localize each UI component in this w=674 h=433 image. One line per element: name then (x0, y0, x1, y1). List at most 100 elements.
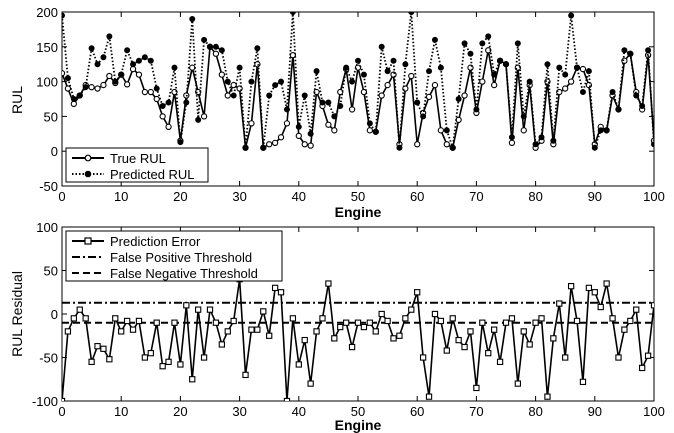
data-point (159, 363, 166, 370)
data-point (70, 100, 77, 108)
y-tick-label: 50 (44, 264, 58, 279)
y-tick-label: -50 (39, 351, 58, 366)
y-tick-label: 0 (51, 144, 58, 159)
data-point (526, 78, 533, 85)
data-point (621, 326, 628, 333)
residual-chart-legend: Prediction Error False Positive Threshol… (65, 230, 283, 282)
data-point (603, 280, 610, 287)
data-point (544, 61, 551, 68)
data-point (325, 99, 332, 106)
data-point (520, 113, 527, 120)
data-point (396, 332, 403, 339)
rul-chart-xlabel: Engine (335, 204, 382, 220)
data-point (271, 139, 279, 146)
data-point (384, 81, 391, 89)
data-point (402, 61, 409, 68)
data-point (224, 328, 231, 335)
x-tick-label: 90 (588, 189, 602, 204)
data-point (568, 12, 575, 19)
data-point (502, 61, 509, 68)
data-point (189, 15, 196, 22)
residual-chart-ticks: 0 10 20 30 40 50 60 70 80 90 100 -100 -50 0 50 100 (32, 220, 665, 419)
data-point (64, 85, 72, 92)
y-tick-label: 100 (36, 75, 58, 90)
data-point (88, 45, 95, 52)
data-point (325, 121, 332, 128)
data-point (331, 335, 338, 342)
data-point (118, 71, 125, 78)
data-point (384, 317, 391, 325)
data-point (496, 358, 504, 365)
data-point (307, 142, 314, 149)
data-point (508, 139, 516, 146)
x-tick-label: 20 (173, 189, 187, 204)
data-point (408, 12, 415, 15)
data-point (123, 81, 131, 88)
data-point (141, 88, 149, 96)
data-point (230, 317, 237, 325)
data-point (567, 78, 575, 85)
data-point (651, 141, 654, 148)
data-point (177, 361, 184, 368)
x-tick-label: 30 (232, 189, 246, 204)
data-point (366, 120, 373, 127)
y-tick-label: -50 (39, 179, 58, 194)
data-point (159, 102, 166, 109)
data-point (508, 315, 516, 322)
data-point (431, 81, 439, 89)
data-point (218, 47, 225, 54)
data-point (100, 345, 107, 352)
data-point (62, 70, 66, 77)
data-point (277, 289, 285, 296)
data-point (141, 54, 148, 61)
data-point (633, 92, 640, 99)
y-tick-label: 50 (44, 109, 58, 124)
data-point (100, 81, 107, 89)
x-tick-label: 80 (528, 189, 542, 204)
y-tick-label: 0 (51, 307, 58, 322)
data-point (147, 88, 154, 96)
rul-chart-ylabel: RUL (9, 86, 25, 114)
data-point (94, 61, 101, 68)
data-point (236, 64, 243, 71)
data-point (242, 144, 249, 151)
data-point (307, 130, 314, 137)
data-point (218, 71, 225, 78)
x-tick-label: 70 (469, 189, 483, 204)
data-point (562, 71, 569, 78)
data-point (289, 12, 296, 15)
data-point (260, 144, 267, 151)
data-point (135, 57, 142, 64)
data-point (195, 116, 202, 123)
data-point (455, 336, 462, 344)
data-point (579, 89, 586, 96)
x-tick-label: 40 (292, 404, 306, 419)
residual-chart-ylabel: RUL Residual (9, 271, 25, 357)
data-point (508, 134, 515, 141)
data-point (147, 57, 154, 64)
data-point (621, 47, 628, 54)
data-point (366, 127, 373, 134)
data-point (615, 354, 622, 361)
data-point (183, 99, 190, 106)
data-point (473, 106, 480, 113)
data-point (130, 61, 137, 68)
data-point (313, 328, 320, 335)
data-point (212, 43, 219, 50)
data-point (135, 317, 143, 325)
x-tick-label: 0 (58, 189, 65, 204)
data-point (319, 315, 326, 322)
data-point (248, 326, 255, 333)
data-point (76, 92, 83, 99)
data-point (644, 352, 652, 359)
x-tick-label: 80 (528, 404, 542, 419)
data-point (491, 326, 498, 333)
data-point (378, 310, 385, 318)
data-point (189, 376, 196, 383)
data-point (633, 306, 640, 313)
data-point (431, 36, 438, 43)
data-point (366, 319, 373, 326)
data-point (283, 397, 291, 401)
data-point (349, 78, 356, 85)
